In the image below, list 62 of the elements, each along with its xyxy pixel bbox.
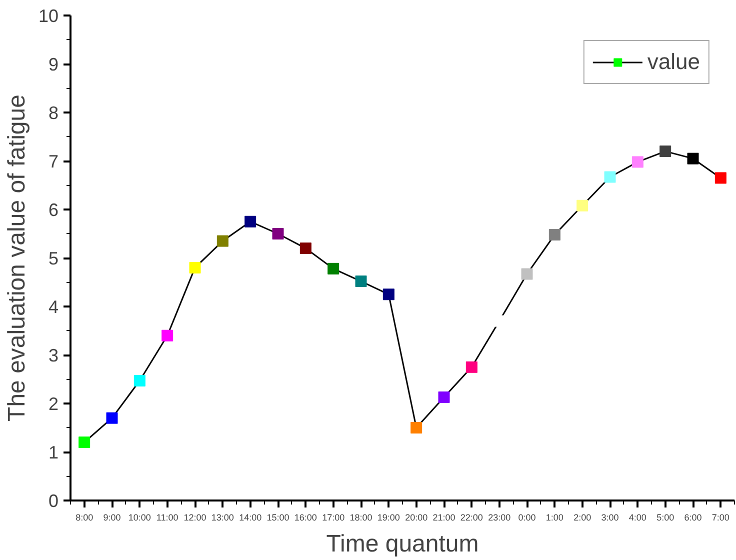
- point: [134, 374, 146, 386]
- y-tick-label: 1: [48, 442, 59, 462]
- x-tick-label: 3:00: [601, 512, 619, 522]
- legend-label: value: [647, 49, 700, 75]
- y-tick-label: 2: [48, 394, 59, 414]
- x-tick-label: 10:00: [128, 512, 151, 522]
- x-tick-label: 7:00: [712, 512, 730, 522]
- point: [382, 288, 394, 300]
- point: [604, 171, 616, 183]
- y-tick-label: 5: [48, 248, 59, 268]
- x-tick-label: 2:00: [574, 512, 592, 522]
- x-tick-label: 21:00: [432, 512, 456, 522]
- point: [687, 152, 699, 164]
- point: [521, 268, 533, 280]
- x-tick-label: 4:00: [628, 512, 646, 522]
- x-tick-label: 23:00: [488, 512, 511, 522]
- y-tick-label: 0: [48, 491, 59, 511]
- x-tick-label: 5:00: [656, 512, 674, 522]
- point: [300, 242, 312, 254]
- x-tick-label: 6:00: [684, 512, 702, 522]
- x-tick-label: 13:00: [211, 512, 234, 522]
- x-tick-label: 8:00: [76, 512, 94, 522]
- x-tick-label: 14:00: [239, 512, 262, 522]
- y-tick-label: 6: [48, 200, 59, 220]
- x-tick-label: 12:00: [184, 512, 206, 522]
- y-tick-label: 7: [48, 152, 59, 172]
- y-tick-label: 9: [48, 54, 59, 74]
- point: [466, 361, 478, 373]
- y-tick-label: 8: [48, 103, 59, 123]
- point: [244, 216, 256, 228]
- point: [272, 228, 284, 240]
- point: [328, 262, 340, 274]
- y-tick-label: 4: [48, 297, 59, 317]
- y-tick-label: 3: [48, 346, 59, 366]
- point: [216, 235, 228, 247]
- point: [438, 391, 450, 403]
- point: [355, 276, 367, 288]
- x-tick-label: 15:00: [266, 512, 290, 522]
- x-tick-label: 22:00: [460, 512, 483, 522]
- point: [576, 200, 588, 212]
- point: [410, 422, 422, 434]
- y-axis-title: The evaluation value of fatigue: [3, 94, 30, 422]
- point: [660, 146, 672, 158]
- point: [632, 156, 644, 168]
- x-tick-label: 20:00: [405, 512, 428, 522]
- x-tick-label: 9:00: [103, 512, 121, 522]
- x-tick-label: 0:00: [518, 512, 536, 522]
- x-tick-label: 18:00: [350, 512, 372, 522]
- x-axis-title: Time quantum: [326, 530, 479, 558]
- x-tick-label: 17:00: [322, 512, 345, 522]
- y-tick-label: 10: [38, 6, 59, 26]
- point: [189, 262, 201, 274]
- x-tick-label: 11:00: [156, 512, 178, 522]
- point: [106, 412, 118, 424]
- point: [714, 172, 726, 184]
- x-tick-label: 16:00: [294, 512, 317, 522]
- point: [78, 436, 90, 448]
- point: [494, 315, 506, 327]
- point: [162, 330, 174, 342]
- x-tick-label: 19:00: [377, 512, 400, 522]
- x-tick-label: 1:00: [546, 512, 564, 522]
- point: [548, 228, 560, 240]
